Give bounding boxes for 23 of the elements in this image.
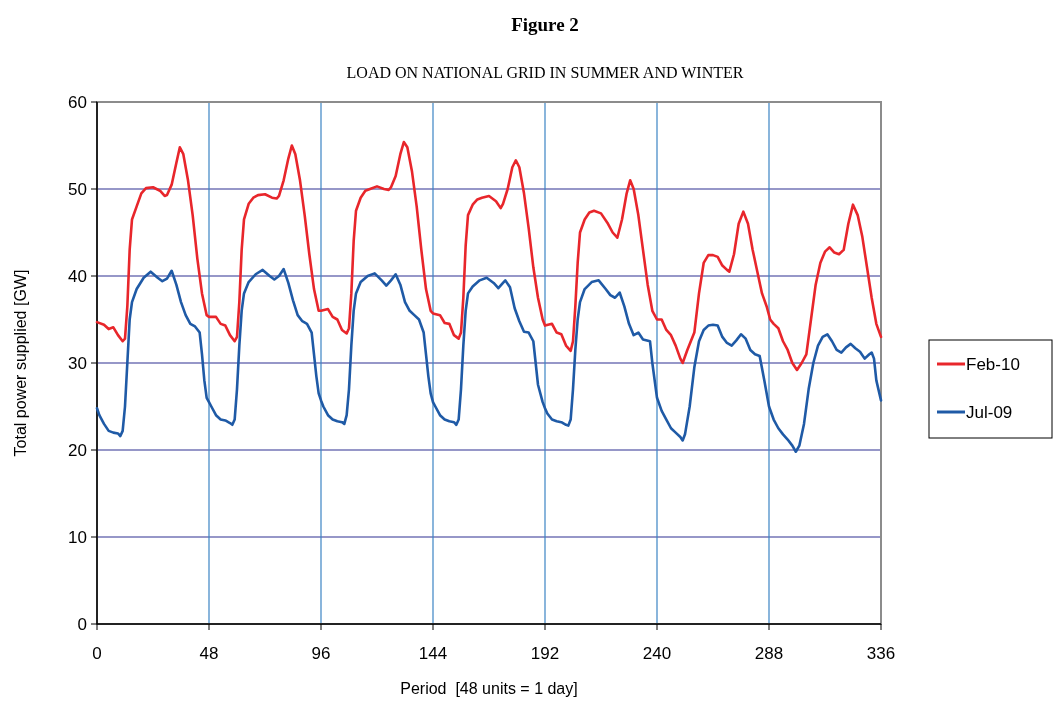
chart-subtitle: LOAD ON NATIONAL GRID IN SUMMER AND WINTER bbox=[346, 64, 744, 81]
x-tick-label: 288 bbox=[754, 644, 784, 663]
legend-label: Feb-10 bbox=[966, 355, 1020, 374]
y-tick-label: 60 bbox=[68, 93, 87, 112]
y-tick-label: 0 bbox=[77, 615, 87, 634]
y-axis-title: Total power supplied [GW] bbox=[12, 269, 29, 457]
y-tick-label: 40 bbox=[68, 267, 87, 286]
x-tick-label: 96 bbox=[311, 644, 331, 663]
chart-title: Figure 2 bbox=[511, 14, 579, 35]
line-series bbox=[95, 267, 883, 454]
x-tick-label: 144 bbox=[418, 644, 448, 663]
y-tick-label: 30 bbox=[68, 354, 87, 373]
x-tick-label: 48 bbox=[199, 644, 219, 663]
x-tick-label: 192 bbox=[530, 644, 560, 663]
legend-label: Jul-09 bbox=[966, 403, 1013, 422]
x-tick-label: 336 bbox=[866, 644, 896, 663]
x-axis-title: Period [48 units = 1 day] bbox=[400, 680, 578, 697]
x-tick-label: 240 bbox=[642, 644, 672, 663]
x-tick-label: 0 bbox=[92, 644, 102, 663]
y-tick-label: 10 bbox=[68, 528, 87, 547]
y-tick-label: 50 bbox=[68, 180, 87, 199]
y-tick-label: 20 bbox=[68, 441, 87, 460]
line-series bbox=[95, 140, 883, 372]
